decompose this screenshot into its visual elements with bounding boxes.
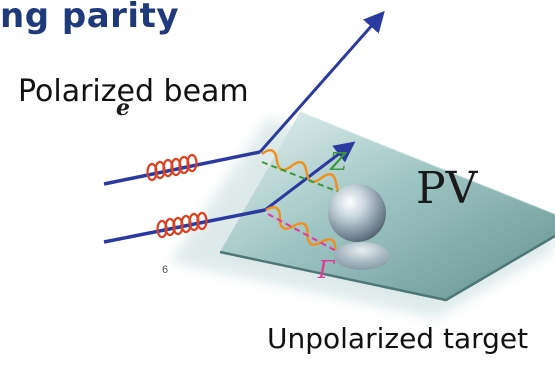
scattered-electron-arrow	[258, 10, 385, 153]
z-boson-label: Z	[329, 148, 348, 176]
incoming-electron-beam-upper	[103, 150, 261, 186]
pv-label: PV	[416, 163, 479, 214]
gamma-wave	[265, 206, 339, 253]
incoming-electron-beam-lower	[103, 208, 266, 244]
sphere-reflection	[334, 242, 390, 270]
polarized-beam-label: Polarized beam	[18, 74, 249, 109]
slide-title: ng parity	[0, 0, 179, 36]
z-boson-wave	[261, 148, 352, 195]
electron-symbol: e	[116, 95, 130, 121]
gamma-label: Γ	[317, 256, 336, 284]
spin-helix-icon-lower	[156, 211, 208, 239]
target-nucleus-sphere	[328, 184, 386, 242]
unpolarized-target-label: Unpolarized target	[267, 322, 529, 355]
small-mark: 6	[162, 264, 168, 276]
spin-helix-icon-upper	[146, 153, 198, 182]
